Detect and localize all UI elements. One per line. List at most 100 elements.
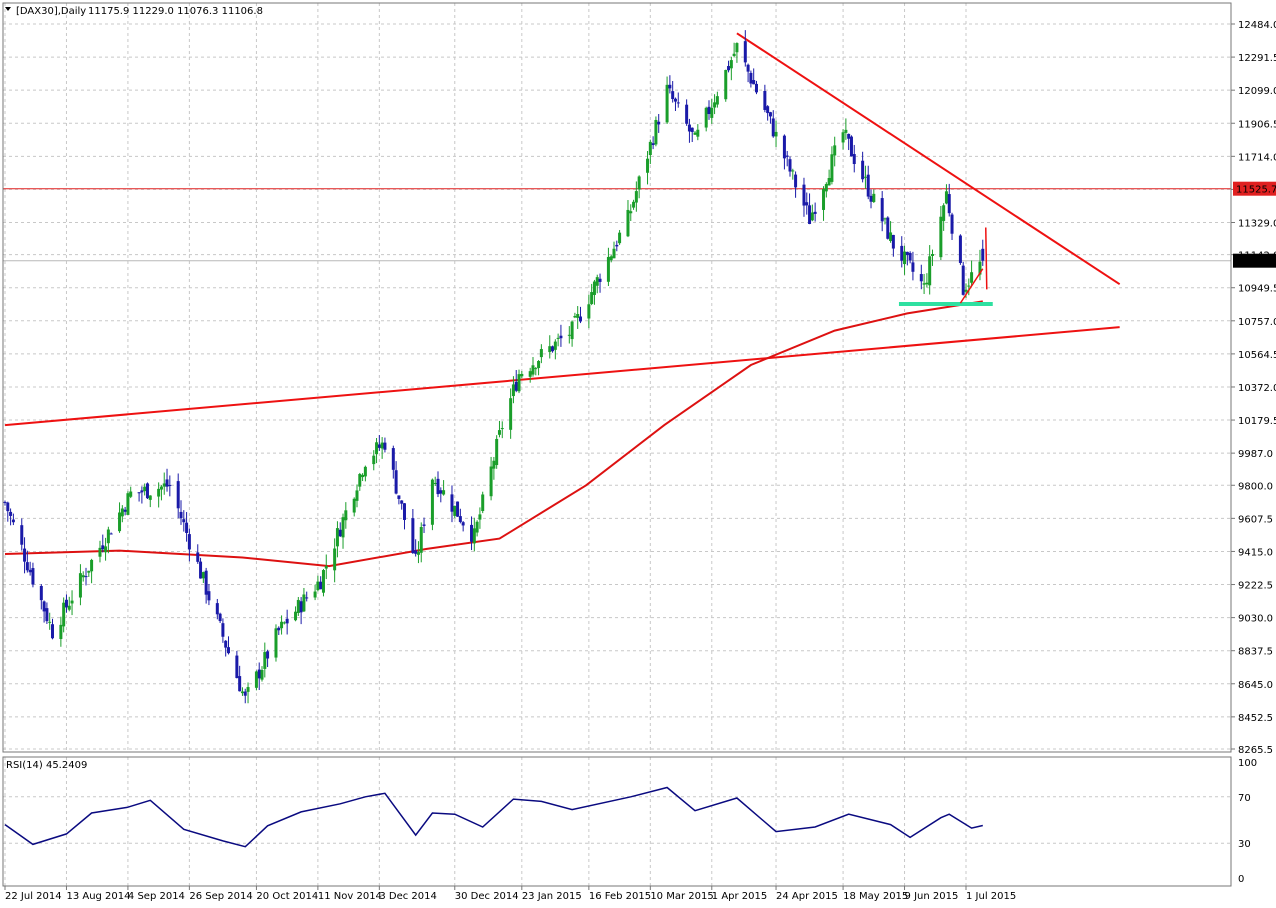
candle-body [238, 676, 242, 692]
candle-body [321, 570, 325, 593]
candle-body [98, 547, 102, 557]
chart-menu-triangle-icon[interactable] [5, 7, 11, 11]
price-tick-label: 11329.0 [1238, 219, 1276, 230]
candle-body [771, 118, 775, 137]
candle-body [752, 80, 756, 85]
candle-body [31, 568, 35, 585]
price-tick-label: 10757.0 [1238, 317, 1276, 328]
candle-body [391, 448, 395, 470]
price-tick-label: 11714.0 [1238, 152, 1276, 163]
candle-body [377, 444, 381, 448]
candle-body [45, 608, 49, 622]
rsi-pane-frame [2, 756, 1232, 887]
candle-body [294, 611, 298, 621]
price-tick-label: 9607.5 [1238, 514, 1273, 525]
rsi-tick-label: 100 [1238, 758, 1257, 769]
candle-body [185, 522, 189, 533]
candle-body [690, 127, 694, 132]
candle-body [430, 479, 434, 525]
candle-body [824, 184, 828, 192]
trendline-layer [4, 32, 1121, 427]
candle-body [246, 687, 250, 692]
candle-body [81, 575, 85, 578]
candle-body [967, 285, 971, 287]
time-tick-label: 10 Mar 2015 [650, 891, 713, 902]
candle-body [939, 216, 943, 258]
candle-body [419, 527, 423, 553]
candle-body [218, 613, 222, 622]
candle-body [743, 41, 747, 63]
price-tick-label: 10949.5 [1238, 284, 1276, 295]
candle-body [137, 492, 141, 494]
candle-body [305, 597, 309, 599]
candle-body [162, 483, 166, 487]
candle-body [687, 124, 691, 132]
candle-body [123, 509, 127, 512]
candle-body [930, 254, 934, 256]
candle-body [140, 490, 144, 493]
candle-body [372, 455, 376, 465]
candle-body [922, 283, 926, 285]
candle-body [766, 106, 770, 114]
price-tick-label: 9800.0 [1238, 481, 1273, 492]
candle-body [548, 346, 552, 353]
candle-body [657, 121, 661, 125]
candle-body [274, 628, 278, 658]
falling-trendline [736, 32, 1121, 286]
candle-body [6, 502, 10, 512]
time-tick-label: 30 Dec 2014 [455, 891, 519, 902]
candle-body [39, 585, 43, 601]
candle-body [872, 193, 876, 203]
candle-body [908, 252, 912, 261]
candle-body [335, 528, 339, 547]
candle-body [612, 248, 616, 259]
candle-body [470, 524, 474, 542]
candle-body [257, 669, 261, 679]
candle-body [266, 651, 270, 659]
candle-body [788, 159, 792, 172]
candle-body [104, 546, 108, 553]
candle-body [126, 493, 130, 515]
candle-body [361, 474, 365, 478]
candle-body [481, 494, 485, 512]
time-tick-label: 4 Sep 2014 [128, 891, 185, 902]
horizontal-level-layer [3, 188, 1231, 262]
candle-body [665, 84, 669, 123]
candle-body [531, 365, 535, 375]
candle-body [87, 570, 91, 573]
candle-body [841, 132, 845, 143]
candle-body [182, 519, 186, 523]
candle-body [475, 521, 479, 533]
candle-body [324, 566, 328, 569]
time-tick-label: 13 Aug 2014 [66, 891, 130, 902]
candle-body [78, 573, 82, 598]
candle-body [62, 602, 66, 627]
candle-body [70, 600, 74, 604]
price-tick-label: 10179.5 [1238, 416, 1276, 427]
candle-body [696, 129, 700, 137]
candle-body [341, 517, 345, 538]
candle-body [844, 129, 848, 133]
candle-body [919, 274, 923, 282]
candle-body [615, 244, 619, 247]
candle-body [201, 572, 205, 579]
candle-body [970, 272, 974, 283]
candle-body [573, 315, 577, 318]
candle-body [25, 562, 29, 571]
candle-body [710, 107, 714, 118]
candle-body [715, 96, 719, 105]
candle-body [422, 524, 426, 526]
horizontal-level-value: 11525.7 [1236, 185, 1276, 196]
candle-body [942, 205, 946, 221]
candle-body [187, 534, 191, 550]
candle-body [774, 131, 778, 137]
candle-body [456, 501, 460, 517]
candle-body [207, 591, 211, 601]
time-tick-label: 11 Nov 2014 [318, 891, 382, 902]
candle-body [559, 335, 563, 339]
price-tick-label: 9987.0 [1238, 449, 1273, 460]
candle-body [168, 484, 172, 486]
candle-body [671, 91, 675, 100]
candle-body [263, 652, 267, 669]
